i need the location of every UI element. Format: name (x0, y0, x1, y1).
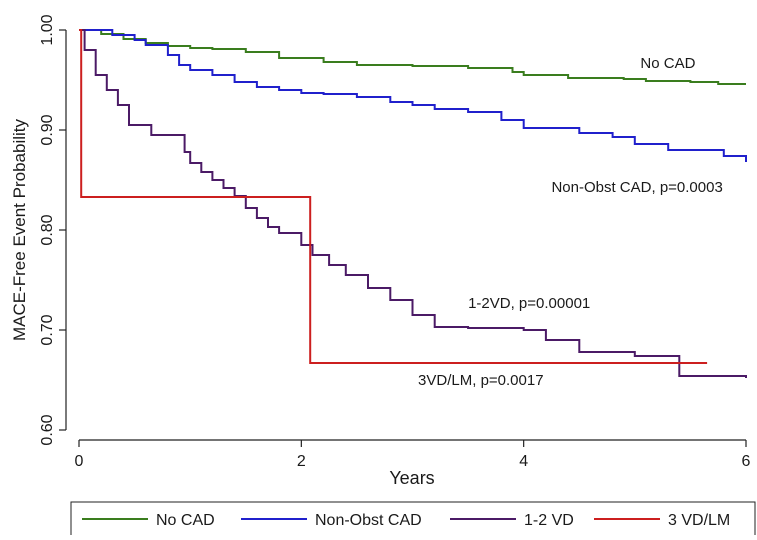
x-axis-title: Years (389, 468, 434, 488)
y-tick-label: 0.60 (39, 414, 56, 445)
legend: No CAD Non-Obst CAD 1-2 VD 3 VD/LM (70, 501, 756, 537)
ticks-group: 0 2 4 6 0.60 0.70 0.80 0.90 1.00 (39, 14, 751, 470)
series-group (79, 29, 747, 378)
y-tick-label: 1.00 (39, 14, 56, 45)
series-line-non-obst-cad (79, 29, 747, 162)
annotation-label: 1-2VD, p=0.00001 (468, 295, 590, 312)
x-tick-label: 0 (75, 453, 84, 470)
legend-label: 3 VD/LM (668, 512, 730, 529)
series-line-1-2-vd (79, 29, 747, 378)
annotation-label: No CAD (640, 55, 695, 72)
y-tick-label: 0.90 (39, 114, 56, 145)
x-tick-label: 6 (742, 453, 751, 470)
y-tick-label: 0.80 (39, 214, 56, 245)
y-tick-label: 0.70 (39, 314, 56, 345)
x-tick-label: 4 (519, 453, 528, 470)
legend-label: Non-Obst CAD (315, 512, 422, 529)
annotation-label: 3VD/LM, p=0.0017 (418, 372, 544, 389)
legend-label: No CAD (156, 512, 215, 529)
series-line-no-cad (79, 29, 746, 85)
series-line-3-vd-lm (79, 29, 708, 364)
y-axis-title: MACE-Free Event Probability (10, 118, 29, 341)
annotations-group: No CAD Non-Obst CAD, p=0.0003 1-2VD, p=0.0… (418, 55, 723, 389)
annotation-label: Non-Obst CAD, p=0.0003 (551, 179, 722, 196)
legend-label: 1-2 VD (524, 512, 574, 529)
x-tick-label: 2 (297, 453, 306, 470)
